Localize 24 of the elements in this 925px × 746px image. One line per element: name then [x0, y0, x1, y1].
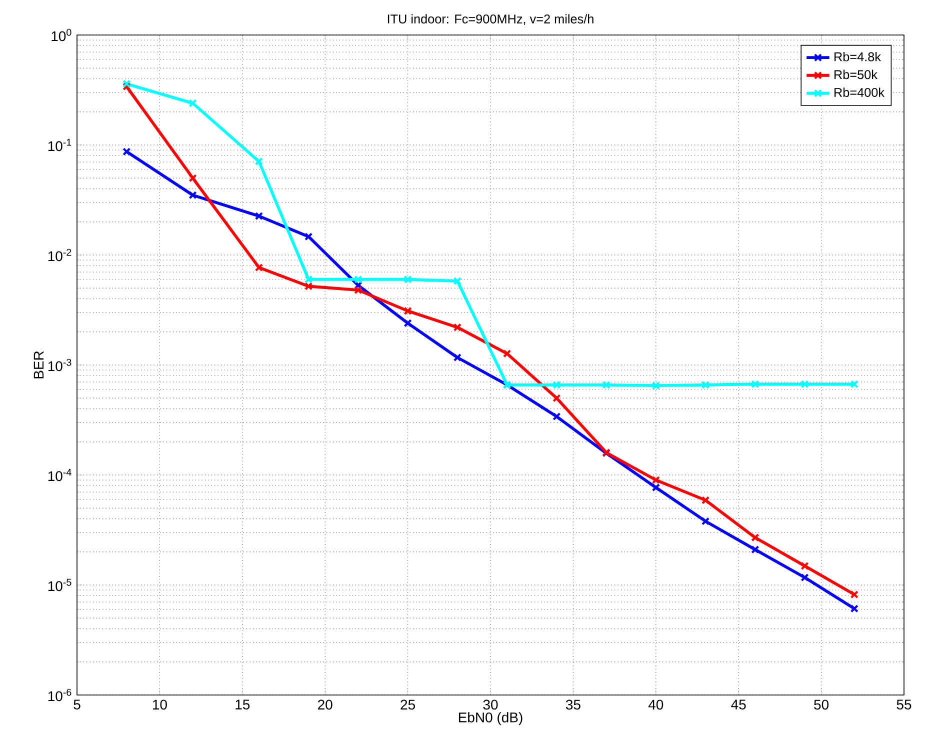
x-tick-label: 50 [814, 700, 829, 710]
x-axis-title: EbN0 (dB) [458, 712, 522, 726]
x-tick-label: 35 [566, 700, 580, 710]
x-tick-label: 5 [74, 700, 80, 710]
y-axis-title: BER [34, 351, 44, 378]
legend-label: Rb=50k [834, 70, 878, 80]
y-tick-label: 10$^{0}$ [52, 28, 72, 42]
legend-label: Rb=4.8k [834, 52, 882, 62]
y-tick-label: 10$^{-6}$ [48, 688, 72, 702]
y-tick-label: 10$^{-2}$ [48, 248, 72, 262]
x-tick-label: 30 [483, 700, 498, 710]
legend-label: Rb=400k [834, 88, 885, 97]
x-tick-label: 40 [648, 700, 664, 710]
x-tick-label: 45 [731, 700, 746, 710]
x-tick-label: 10 [152, 700, 167, 710]
y-tick-label: 10$^{-1}$ [48, 138, 72, 152]
chart-title: ITU indoor: Fc=900MHz, v=2 miles/h [388, 14, 594, 25]
y-tick-label: 10$^{-4}$ [48, 468, 72, 482]
x-tick-label: 55 [896, 700, 912, 710]
x-tick-label: 25 [400, 700, 415, 710]
y-tick-label: 10$^{-3}$ [48, 358, 72, 372]
x-tick-label: 20 [318, 700, 332, 710]
x-tick-label: 15 [236, 700, 250, 710]
y-tick-label: 10$^{-5}$ [48, 578, 72, 592]
